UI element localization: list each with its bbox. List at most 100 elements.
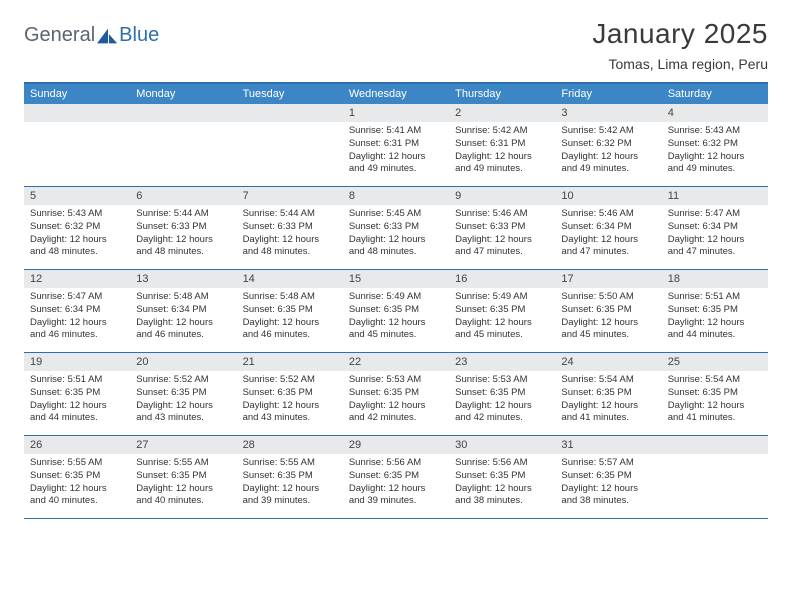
calendar-cell: 21Sunrise: 5:52 AMSunset: 6:35 PMDayligh…: [237, 353, 343, 435]
day-number: 20: [130, 353, 236, 371]
day-body: Sunrise: 5:54 AMSunset: 6:35 PMDaylight:…: [555, 371, 661, 429]
calendar-cell: 7Sunrise: 5:44 AMSunset: 6:33 PMDaylight…: [237, 187, 343, 269]
day-number: 27: [130, 436, 236, 454]
day-body: Sunrise: 5:53 AMSunset: 6:35 PMDaylight:…: [343, 371, 449, 429]
day-number: 22: [343, 353, 449, 371]
day-number: 6: [130, 187, 236, 205]
day-number: 1: [343, 104, 449, 122]
day-number: 16: [449, 270, 555, 288]
day-number: 21: [237, 353, 343, 371]
calendar-cell: 20Sunrise: 5:52 AMSunset: 6:35 PMDayligh…: [130, 353, 236, 435]
title-block: January 2025 Tomas, Lima region, Peru: [592, 18, 768, 72]
calendar-cell: 3Sunrise: 5:42 AMSunset: 6:32 PMDaylight…: [555, 104, 661, 186]
day-body: Sunrise: 5:48 AMSunset: 6:34 PMDaylight:…: [130, 288, 236, 346]
day-number: 18: [662, 270, 768, 288]
day-header-row: Sunday Monday Tuesday Wednesday Thursday…: [24, 84, 768, 104]
header-row: General Blue January 2025 Tomas, Lima re…: [24, 18, 768, 72]
day-number: 9: [449, 187, 555, 205]
day-body: Sunrise: 5:49 AMSunset: 6:35 PMDaylight:…: [449, 288, 555, 346]
day-number: 23: [449, 353, 555, 371]
calendar-cell: 8Sunrise: 5:45 AMSunset: 6:33 PMDaylight…: [343, 187, 449, 269]
calendar-cell: 2Sunrise: 5:42 AMSunset: 6:31 PMDaylight…: [449, 104, 555, 186]
day-body: Sunrise: 5:51 AMSunset: 6:35 PMDaylight:…: [24, 371, 130, 429]
day-number: 30: [449, 436, 555, 454]
calendar-cell: [662, 436, 768, 518]
calendar-cell: 5Sunrise: 5:43 AMSunset: 6:32 PMDaylight…: [24, 187, 130, 269]
day-number: 11: [662, 187, 768, 205]
day-number: 2: [449, 104, 555, 122]
day-body: Sunrise: 5:51 AMSunset: 6:35 PMDaylight:…: [662, 288, 768, 346]
day-body: Sunrise: 5:46 AMSunset: 6:34 PMDaylight:…: [555, 205, 661, 263]
location-label: Tomas, Lima region, Peru: [592, 56, 768, 72]
calendar-cell: 13Sunrise: 5:48 AMSunset: 6:34 PMDayligh…: [130, 270, 236, 352]
day-body: Sunrise: 5:44 AMSunset: 6:33 PMDaylight:…: [130, 205, 236, 263]
day-number: 15: [343, 270, 449, 288]
day-header-thu: Thursday: [449, 84, 555, 104]
day-body: Sunrise: 5:55 AMSunset: 6:35 PMDaylight:…: [24, 454, 130, 512]
day-body: Sunrise: 5:49 AMSunset: 6:35 PMDaylight:…: [343, 288, 449, 346]
day-body: Sunrise: 5:52 AMSunset: 6:35 PMDaylight:…: [130, 371, 236, 429]
calendar-cell: 29Sunrise: 5:56 AMSunset: 6:35 PMDayligh…: [343, 436, 449, 518]
calendar-cell: 25Sunrise: 5:54 AMSunset: 6:35 PMDayligh…: [662, 353, 768, 435]
calendar-cell: [237, 104, 343, 186]
day-body: Sunrise: 5:52 AMSunset: 6:35 PMDaylight:…: [237, 371, 343, 429]
calendar-cell: [130, 104, 236, 186]
day-body: Sunrise: 5:56 AMSunset: 6:35 PMDaylight:…: [343, 454, 449, 512]
day-body: Sunrise: 5:46 AMSunset: 6:33 PMDaylight:…: [449, 205, 555, 263]
calendar-cell: 24Sunrise: 5:54 AMSunset: 6:35 PMDayligh…: [555, 353, 661, 435]
day-number: 8: [343, 187, 449, 205]
calendar-cell: 10Sunrise: 5:46 AMSunset: 6:34 PMDayligh…: [555, 187, 661, 269]
day-number: 7: [237, 187, 343, 205]
day-body: Sunrise: 5:55 AMSunset: 6:35 PMDaylight:…: [237, 454, 343, 512]
day-body: Sunrise: 5:41 AMSunset: 6:31 PMDaylight:…: [343, 122, 449, 180]
day-number: 3: [555, 104, 661, 122]
calendar-cell: 26Sunrise: 5:55 AMSunset: 6:35 PMDayligh…: [24, 436, 130, 518]
week-row: 5Sunrise: 5:43 AMSunset: 6:32 PMDaylight…: [24, 187, 768, 270]
calendar-cell: 1Sunrise: 5:41 AMSunset: 6:31 PMDaylight…: [343, 104, 449, 186]
logo-text-general: General: [24, 24, 95, 47]
day-number: 14: [237, 270, 343, 288]
day-body: Sunrise: 5:47 AMSunset: 6:34 PMDaylight:…: [662, 205, 768, 263]
day-number: 26: [24, 436, 130, 454]
calendar-cell: 30Sunrise: 5:56 AMSunset: 6:35 PMDayligh…: [449, 436, 555, 518]
day-number: 10: [555, 187, 661, 205]
calendar-cell: 15Sunrise: 5:49 AMSunset: 6:35 PMDayligh…: [343, 270, 449, 352]
day-number: 31: [555, 436, 661, 454]
weeks-container: 1Sunrise: 5:41 AMSunset: 6:31 PMDaylight…: [24, 104, 768, 519]
calendar: Sunday Monday Tuesday Wednesday Thursday…: [24, 82, 768, 519]
calendar-cell: 27Sunrise: 5:55 AMSunset: 6:35 PMDayligh…: [130, 436, 236, 518]
day-body: Sunrise: 5:50 AMSunset: 6:35 PMDaylight:…: [555, 288, 661, 346]
day-number: 19: [24, 353, 130, 371]
calendar-cell: 11Sunrise: 5:47 AMSunset: 6:34 PMDayligh…: [662, 187, 768, 269]
week-row: 1Sunrise: 5:41 AMSunset: 6:31 PMDaylight…: [24, 104, 768, 187]
day-header-sat: Saturday: [662, 84, 768, 104]
calendar-cell: 16Sunrise: 5:49 AMSunset: 6:35 PMDayligh…: [449, 270, 555, 352]
calendar-cell: 14Sunrise: 5:48 AMSunset: 6:35 PMDayligh…: [237, 270, 343, 352]
day-body: Sunrise: 5:45 AMSunset: 6:33 PMDaylight:…: [343, 205, 449, 263]
week-row: 26Sunrise: 5:55 AMSunset: 6:35 PMDayligh…: [24, 436, 768, 519]
calendar-cell: 23Sunrise: 5:53 AMSunset: 6:35 PMDayligh…: [449, 353, 555, 435]
day-number: 25: [662, 353, 768, 371]
day-body: Sunrise: 5:48 AMSunset: 6:35 PMDaylight:…: [237, 288, 343, 346]
day-number: [24, 104, 130, 122]
calendar-cell: 9Sunrise: 5:46 AMSunset: 6:33 PMDaylight…: [449, 187, 555, 269]
day-header-fri: Friday: [555, 84, 661, 104]
day-number: 29: [343, 436, 449, 454]
day-body: Sunrise: 5:54 AMSunset: 6:35 PMDaylight:…: [662, 371, 768, 429]
day-number: [662, 436, 768, 454]
week-row: 19Sunrise: 5:51 AMSunset: 6:35 PMDayligh…: [24, 353, 768, 436]
week-row: 12Sunrise: 5:47 AMSunset: 6:34 PMDayligh…: [24, 270, 768, 353]
page-title: January 2025: [592, 18, 768, 50]
day-header-sun: Sunday: [24, 84, 130, 104]
calendar-page: General Blue January 2025 Tomas, Lima re…: [0, 0, 792, 537]
day-header-mon: Monday: [130, 84, 236, 104]
day-number: 5: [24, 187, 130, 205]
day-body: Sunrise: 5:42 AMSunset: 6:31 PMDaylight:…: [449, 122, 555, 180]
day-body: Sunrise: 5:44 AMSunset: 6:33 PMDaylight:…: [237, 205, 343, 263]
calendar-cell: [24, 104, 130, 186]
calendar-cell: 17Sunrise: 5:50 AMSunset: 6:35 PMDayligh…: [555, 270, 661, 352]
day-number: [130, 104, 236, 122]
day-number: 24: [555, 353, 661, 371]
calendar-cell: 6Sunrise: 5:44 AMSunset: 6:33 PMDaylight…: [130, 187, 236, 269]
day-number: [237, 104, 343, 122]
